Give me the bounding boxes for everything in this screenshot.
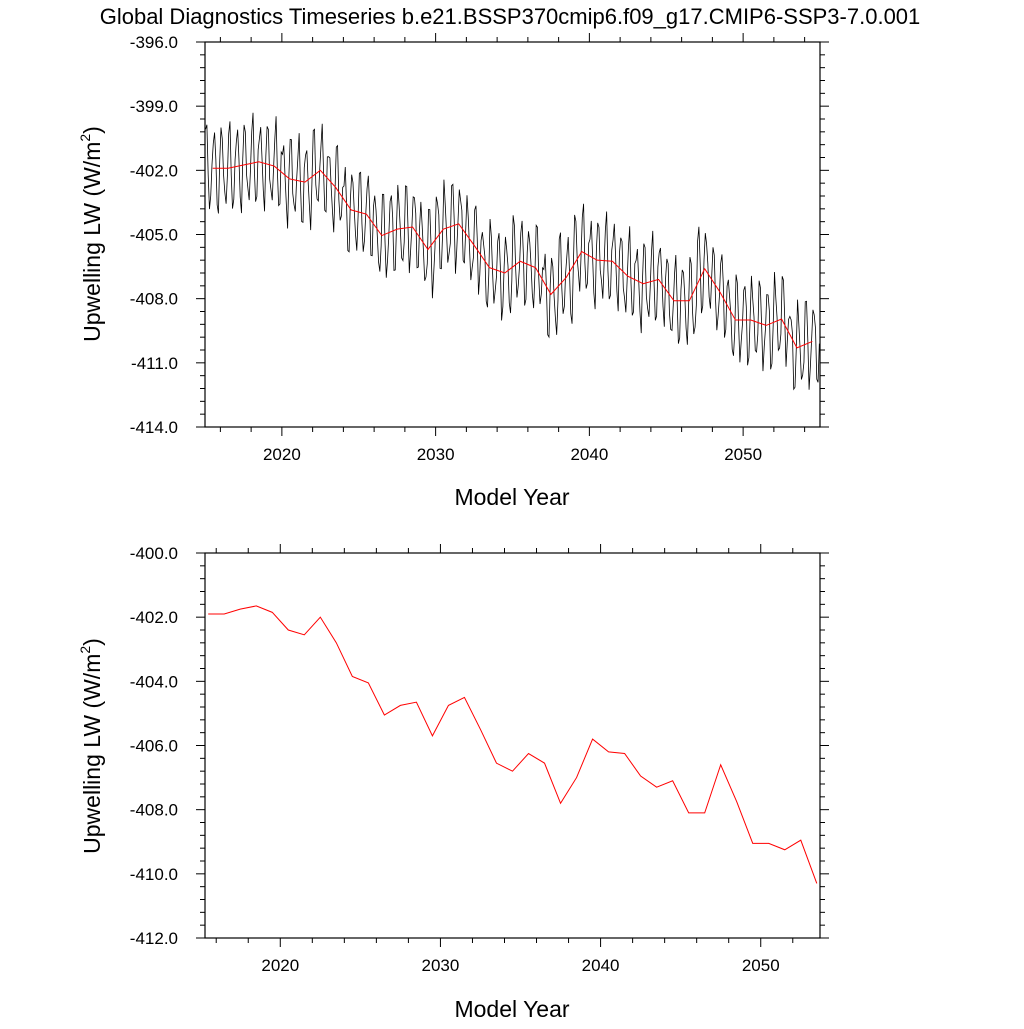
panel-2-x-axis-label: Model Year [454, 996, 569, 1022]
x-tick-label: 2050 [724, 445, 762, 464]
y-tick-label: -411.0 [131, 354, 178, 373]
panel-2-y-axis-label-sup: 2 [77, 646, 93, 654]
panel-monthly-timeseries: 2020 2030 2040 2050 -414.0 -411.0 -408.0 -405.… [77, 33, 829, 510]
panel-1-lines [205, 112, 820, 391]
x-tick-label: 2040 [582, 956, 620, 975]
y-tick-label: -400.0 [130, 544, 178, 563]
panel-2-annual-series-line [208, 605, 818, 884]
panel-1-y-axis-label-main: Upwelling LW (W/m [79, 142, 105, 342]
panel-2-x-tick-labels: 2020 2030 2040 2050 [261, 956, 779, 975]
panel-1-x-tick-labels: 2020 2030 2040 2050 [263, 445, 762, 464]
panel-1-monthly-series-line [205, 112, 820, 391]
y-tick-label: -402.0 [130, 161, 178, 180]
x-tick-label: 2030 [422, 956, 460, 975]
panel-2-y-axis-label: Upwelling LW (W/m2) [77, 638, 105, 854]
panel-2-y-tick-labels: -412.0 -410.0 -408.0 -406.0 -404.0 -402.0 -400… [130, 544, 178, 948]
panel-1-y-axis-label-close: ) [79, 126, 105, 134]
panel-1-ticks [196, 33, 829, 436]
y-tick-label: -402.0 [130, 608, 178, 627]
figure-title: Global Diagnostics Timeseries b.e21.BSSP… [100, 4, 921, 29]
panel-2-y-axis-label-main: Upwelling LW (W/m [79, 654, 105, 854]
y-tick-label: -396.0 [130, 33, 178, 52]
x-tick-label: 2050 [742, 956, 780, 975]
y-tick-label: -410.0 [130, 865, 178, 884]
panel-annual-timeseries: 2020 2030 2040 2050 -412.0 -410.0 -408.0 -406.… [77, 544, 829, 1022]
x-tick-label: 2040 [570, 445, 608, 464]
panel-1-annual-series-line [212, 161, 813, 349]
panel-1-y-tick-labels: -414.0 -411.0 -408.0 -405.0 -402.0 -399.0 -396… [130, 33, 178, 437]
y-tick-label: -404.0 [130, 672, 178, 691]
x-tick-label: 2020 [263, 445, 301, 464]
panel-2-y-axis-label-close: ) [79, 638, 105, 646]
panel-1-y-axis-label-sup: 2 [77, 134, 93, 142]
y-tick-label: -414.0 [130, 418, 178, 437]
x-tick-label: 2020 [261, 956, 299, 975]
y-tick-label: -399.0 [130, 97, 178, 116]
panel-2-ticks [196, 544, 829, 947]
y-tick-label: -406.0 [130, 737, 178, 756]
panel-2-lines [208, 605, 818, 884]
y-tick-label: -412.0 [130, 929, 178, 948]
y-tick-label: -405.0 [130, 226, 178, 245]
x-tick-label: 2030 [417, 445, 455, 464]
panel-1-x-axis-label: Model Year [454, 484, 569, 510]
panel-2-frame [204, 552, 821, 939]
panel-1-y-axis-label: Upwelling LW (W/m2) [77, 126, 105, 342]
y-tick-label: -408.0 [130, 801, 178, 820]
y-tick-label: -408.0 [130, 290, 178, 309]
